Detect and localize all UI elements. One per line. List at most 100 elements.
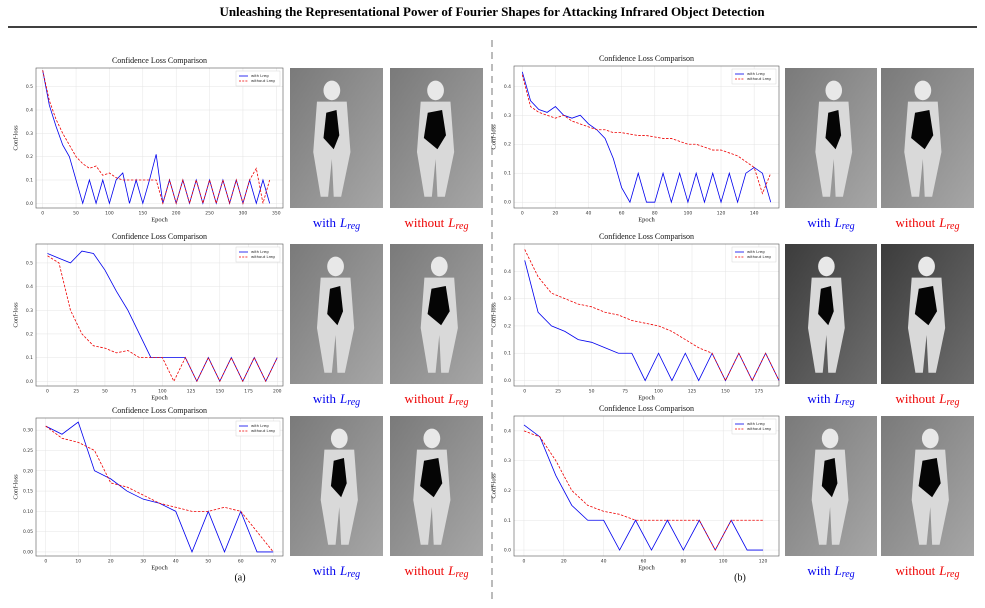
person-head	[821, 428, 839, 449]
x-tick-label: 60	[238, 559, 244, 565]
adversarial-patch	[911, 110, 934, 150]
chart-title: Confidence Loss Comparison	[599, 232, 694, 241]
y-tick-label: 0.3	[504, 113, 511, 119]
thermal-image	[785, 416, 877, 556]
person-head	[818, 256, 835, 277]
y-tick-label: 0.2	[26, 331, 33, 337]
caption-subscript: reg	[947, 569, 960, 580]
y-tick-label: 0.1	[26, 355, 33, 361]
person-head	[914, 80, 932, 101]
x-tick-label: 80	[680, 559, 686, 565]
caption-subscript: reg	[456, 397, 469, 408]
caption-word: without	[896, 391, 936, 406]
caption-symbol: L	[447, 391, 455, 406]
caption-word: with	[807, 215, 831, 230]
x-axis-label: Epoch	[638, 394, 655, 401]
y-tick-label: 0.2	[504, 142, 511, 148]
chart-title: Confidence Loss Comparison	[112, 56, 207, 65]
x-axis-label: Epoch	[151, 394, 168, 401]
image-caption: without Lreg	[405, 215, 469, 232]
caption-word: without	[405, 215, 445, 230]
y-tick-label: 0.0	[504, 200, 511, 206]
x-tick-label: 25	[73, 389, 79, 395]
image-caption: without Lreg	[896, 563, 960, 580]
y-tick-label: 0.4	[504, 84, 511, 90]
y-tick-label: 0.3	[26, 131, 33, 137]
x-tick-label: 70	[270, 559, 276, 565]
person-head	[825, 80, 843, 101]
caption-symbol: L	[938, 391, 946, 406]
series-line	[42, 70, 271, 205]
x-tick-label: 20	[553, 211, 559, 217]
person-head	[327, 256, 344, 277]
y-axis-label: Conf-loss	[490, 473, 497, 499]
x-tick-label: 120	[717, 211, 726, 217]
plot-area	[514, 416, 779, 556]
caption-word: with	[807, 563, 831, 578]
thermal-image	[785, 68, 877, 208]
legend-label: without Lreg	[251, 254, 275, 259]
caption-subscript: reg	[347, 569, 360, 580]
x-tick-label: 40	[586, 211, 592, 217]
y-tick-label: 0.1	[504, 351, 511, 357]
series-line	[523, 430, 764, 551]
adversarial-patch	[330, 458, 347, 498]
x-axis-label: Epoch	[638, 564, 655, 571]
x-tick-label: 120	[759, 559, 768, 565]
x-tick-label: 300	[239, 211, 248, 217]
x-tick-label: 50	[102, 389, 108, 395]
adversarial-patch	[818, 286, 834, 326]
plot-frame	[513, 243, 780, 387]
thermal-image	[785, 244, 877, 384]
caption-subscript: reg	[347, 221, 360, 232]
caption-symbol: L	[833, 391, 841, 406]
legend-label: without Lreg	[251, 428, 275, 433]
x-axis-label: Epoch	[638, 216, 655, 223]
caption-symbol: L	[938, 215, 946, 230]
x-tick-label: 200	[172, 211, 181, 217]
x-tick-label: 175	[755, 389, 764, 395]
caption-subscript: reg	[456, 569, 469, 580]
chart-title: Confidence Loss Comparison	[112, 232, 207, 241]
adversarial-patch	[427, 286, 450, 326]
caption-symbol: L	[339, 215, 347, 230]
caption-subscript: reg	[842, 221, 855, 232]
caption-symbol: L	[447, 215, 455, 230]
y-tick-label: 0.5	[26, 260, 33, 266]
x-tick-label: 10	[75, 559, 81, 565]
caption-symbol: L	[339, 391, 347, 406]
y-tick-label: 0.4	[26, 284, 33, 290]
plot-frame	[513, 65, 780, 209]
series-line	[47, 255, 278, 383]
caption-subscript: reg	[947, 397, 960, 408]
x-tick-label: 100	[684, 211, 693, 217]
y-tick-label: 0.00	[23, 549, 33, 555]
y-tick-label: 0.15	[23, 489, 33, 495]
adversarial-patch	[423, 110, 446, 150]
y-axis-label: Conf-loss	[12, 474, 19, 500]
x-tick-label: 20	[561, 559, 567, 565]
legend-box	[235, 246, 281, 263]
thermal-image	[390, 416, 483, 556]
plot-area	[36, 68, 283, 208]
caption-symbol: L	[447, 563, 455, 578]
thermal-image	[390, 68, 483, 208]
x-tick-label: 200	[273, 389, 282, 395]
y-tick-label: 0.1	[26, 178, 33, 184]
x-tick-label: 140	[750, 211, 759, 217]
y-axis-label: Conf-loss	[490, 302, 497, 328]
y-tick-label: 0.2	[504, 488, 511, 494]
x-tick-label: 50	[205, 559, 211, 565]
subfigure-label: (a)	[234, 572, 245, 583]
x-tick-label: 100	[105, 211, 114, 217]
image-caption: with Lreg	[313, 391, 360, 408]
series-line	[521, 74, 772, 195]
x-tick-label: 125	[187, 389, 196, 395]
image-caption: with Lreg	[807, 391, 854, 408]
adversarial-patch	[420, 458, 443, 498]
y-tick-label: 0.4	[504, 428, 511, 434]
caption-word: with	[313, 391, 337, 406]
x-axis-label: Epoch	[151, 564, 168, 571]
series-line	[45, 425, 274, 553]
legend-box	[731, 68, 777, 85]
